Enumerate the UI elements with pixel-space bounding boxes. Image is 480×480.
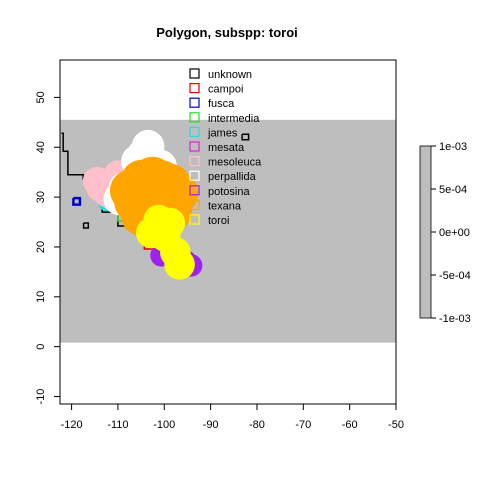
legend-label-campoi: campoi xyxy=(208,84,243,96)
chart-title: Polygon, subspp: toroi xyxy=(156,25,298,40)
colorbar-tick-label: -1e-03 xyxy=(439,313,471,325)
plot-frame xyxy=(59,59,397,405)
legend: unknown campoi fusca intermedia james mesata m… xyxy=(189,68,262,227)
legend-label-james: james xyxy=(207,127,238,139)
x-tick-label: -100 xyxy=(153,419,175,431)
range-unknown-island xyxy=(82,222,90,229)
colorbar: 1e-03 5e-04 0e+00 -5e-04 -1e-03 xyxy=(419,141,471,325)
legend-label-unknown: unknown xyxy=(208,69,252,81)
legend-label-potosina: potosina xyxy=(208,186,250,198)
colorbar-tick-label: 1e-03 xyxy=(439,141,467,153)
y-tick-label: 20 xyxy=(35,241,47,253)
x-tick-label: -90 xyxy=(203,419,219,431)
legend-swatch-james xyxy=(189,126,200,138)
range-fusca xyxy=(72,196,82,206)
axes: -120 -110 -100 -90 -80 -70 -60 -50-100102030405… xyxy=(35,59,404,431)
range-unknown-north xyxy=(241,133,250,141)
legend-swatch-perpallida xyxy=(189,170,200,181)
legend-swatch-fusca xyxy=(189,97,200,108)
legend-label-mesoleuca: mesoleuca xyxy=(208,157,262,169)
legend-label-mesata: mesata xyxy=(208,142,245,154)
x-tick-label: -110 xyxy=(107,419,128,431)
legend-swatch-unknown xyxy=(189,68,200,79)
y-tick-label: 0 xyxy=(35,344,47,350)
raster-band xyxy=(60,119,396,343)
y-tick-label: 50 xyxy=(35,91,47,103)
plot-area xyxy=(60,119,396,343)
legend-label-intermedia: intermedia xyxy=(208,113,260,125)
legend-label-perpallida: perpallida xyxy=(208,171,257,183)
legend-swatch-potosina xyxy=(189,185,200,196)
legend-label-fusca: fusca xyxy=(208,98,235,110)
y-tick-label: -10 xyxy=(35,389,47,405)
y-tick-label: 30 xyxy=(35,191,47,203)
y-tick-label: 40 xyxy=(35,141,47,153)
range-toroi-mark-6 xyxy=(143,204,175,236)
legend-swatch-intermedia xyxy=(189,112,200,123)
colorbar-bar xyxy=(419,145,432,319)
x-tick-label: -80 xyxy=(249,419,265,431)
x-tick-label: -60 xyxy=(342,419,358,431)
colorbar-tick-label: 0e+00 xyxy=(439,227,470,239)
colorbar-tick-label: 5e-04 xyxy=(439,184,467,196)
colorbar-tick-label: -5e-04 xyxy=(439,270,471,282)
legend-swatch-mesoleuca xyxy=(189,156,200,167)
legend-swatch-campoi xyxy=(189,82,200,94)
x-tick-label: -120 xyxy=(61,419,83,431)
range-toroi-mark-5 xyxy=(164,249,195,280)
legend-label-toroi: toroi xyxy=(208,215,229,227)
y-tick-label: 10 xyxy=(35,291,47,303)
legend-swatch-texana xyxy=(189,199,200,210)
legend-label-texana: texana xyxy=(208,200,242,212)
x-tick-label: -70 xyxy=(295,419,311,431)
x-tick-label: -50 xyxy=(388,419,404,431)
legend-swatch-toroi xyxy=(189,214,200,225)
legend-swatch-mesata xyxy=(189,141,200,152)
